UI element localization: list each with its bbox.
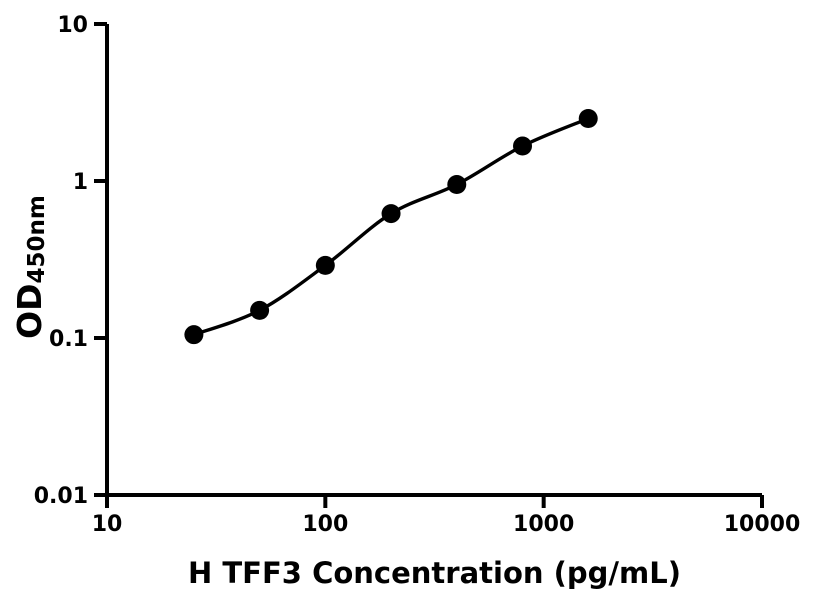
data-point (513, 136, 533, 156)
data-point (578, 109, 598, 129)
y-tick-label: 0.1 (49, 327, 88, 352)
data-point (315, 255, 335, 275)
y-tick-label: 0.01 (34, 484, 88, 509)
y-axis-title-subscript: 450nm (23, 195, 50, 284)
x-axis-title: H TFF3 Concentration (pg/mL) (188, 556, 681, 590)
x-tick-label: 100 (302, 512, 348, 537)
data-point (184, 325, 204, 345)
x-tick-label: 10000 (724, 512, 801, 537)
x-tick-label: 10 (92, 512, 123, 537)
data-point (250, 300, 270, 320)
y-axis-title: OD450nm (10, 195, 50, 339)
y-axis-title-main: OD (10, 283, 50, 339)
data-point (381, 204, 401, 224)
x-tick-label: 1000 (513, 512, 574, 537)
y-tick-label: 1 (73, 170, 88, 195)
y-tick-label: 10 (57, 13, 88, 38)
data-point (447, 174, 467, 194)
